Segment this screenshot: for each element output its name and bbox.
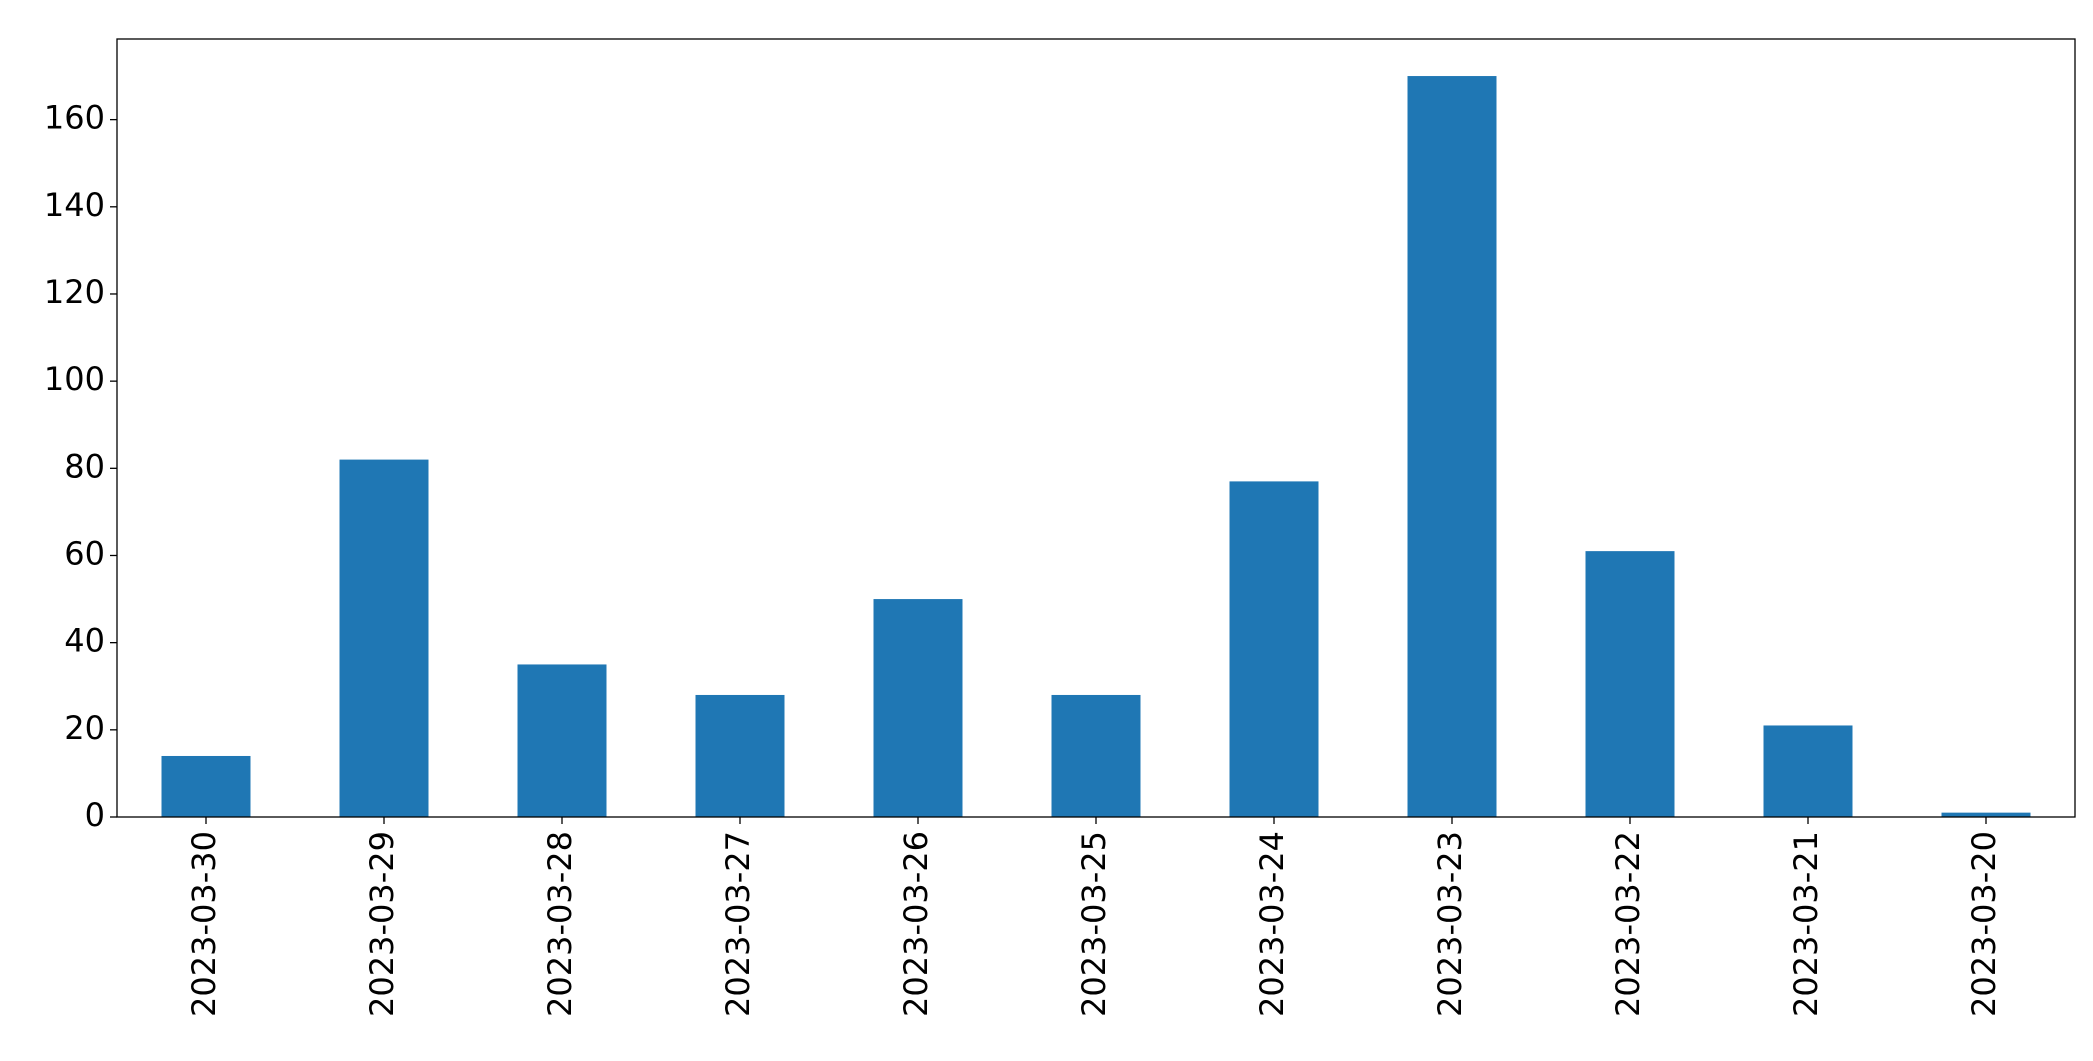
bar <box>873 599 963 817</box>
x-tick-label: 2023-03-29 <box>363 831 401 1017</box>
bar <box>1941 812 2031 817</box>
x-tick-label: 2023-03-25 <box>1075 831 1113 1017</box>
x-tick-label: 2023-03-21 <box>1787 831 1825 1017</box>
bar <box>1229 481 1319 817</box>
x-tick-label: 2023-03-23 <box>1431 831 1469 1017</box>
bar <box>1585 551 1675 817</box>
y-tick-label: 20 <box>64 709 105 747</box>
y-tick-label: 140 <box>44 186 105 224</box>
x-tick-label: 2023-03-20 <box>1965 831 2003 1017</box>
bar <box>517 664 607 817</box>
bar <box>1407 76 1497 818</box>
y-tick-label: 160 <box>44 99 105 137</box>
x-tick-label: 2023-03-30 <box>185 831 223 1017</box>
bar <box>161 755 251 817</box>
bar <box>695 694 785 817</box>
y-tick-label: 40 <box>64 622 105 660</box>
x-tick-label: 2023-03-24 <box>1253 831 1291 1017</box>
plot-frame <box>116 38 2076 818</box>
x-tick-label: 2023-03-26 <box>897 831 935 1017</box>
x-tick-label: 2023-03-22 <box>1609 831 1647 1017</box>
y-tick-label: 60 <box>64 534 105 572</box>
y-tick-label: 100 <box>44 360 105 398</box>
y-tick-label: 80 <box>64 447 105 485</box>
bar <box>339 459 429 817</box>
x-tick-label: 2023-03-28 <box>541 831 579 1017</box>
y-tick-label: 120 <box>44 273 105 311</box>
y-tick-label: 0 <box>85 796 105 834</box>
bar <box>1051 694 1141 817</box>
x-tick-label: 2023-03-27 <box>719 831 757 1017</box>
bar <box>1763 725 1853 817</box>
